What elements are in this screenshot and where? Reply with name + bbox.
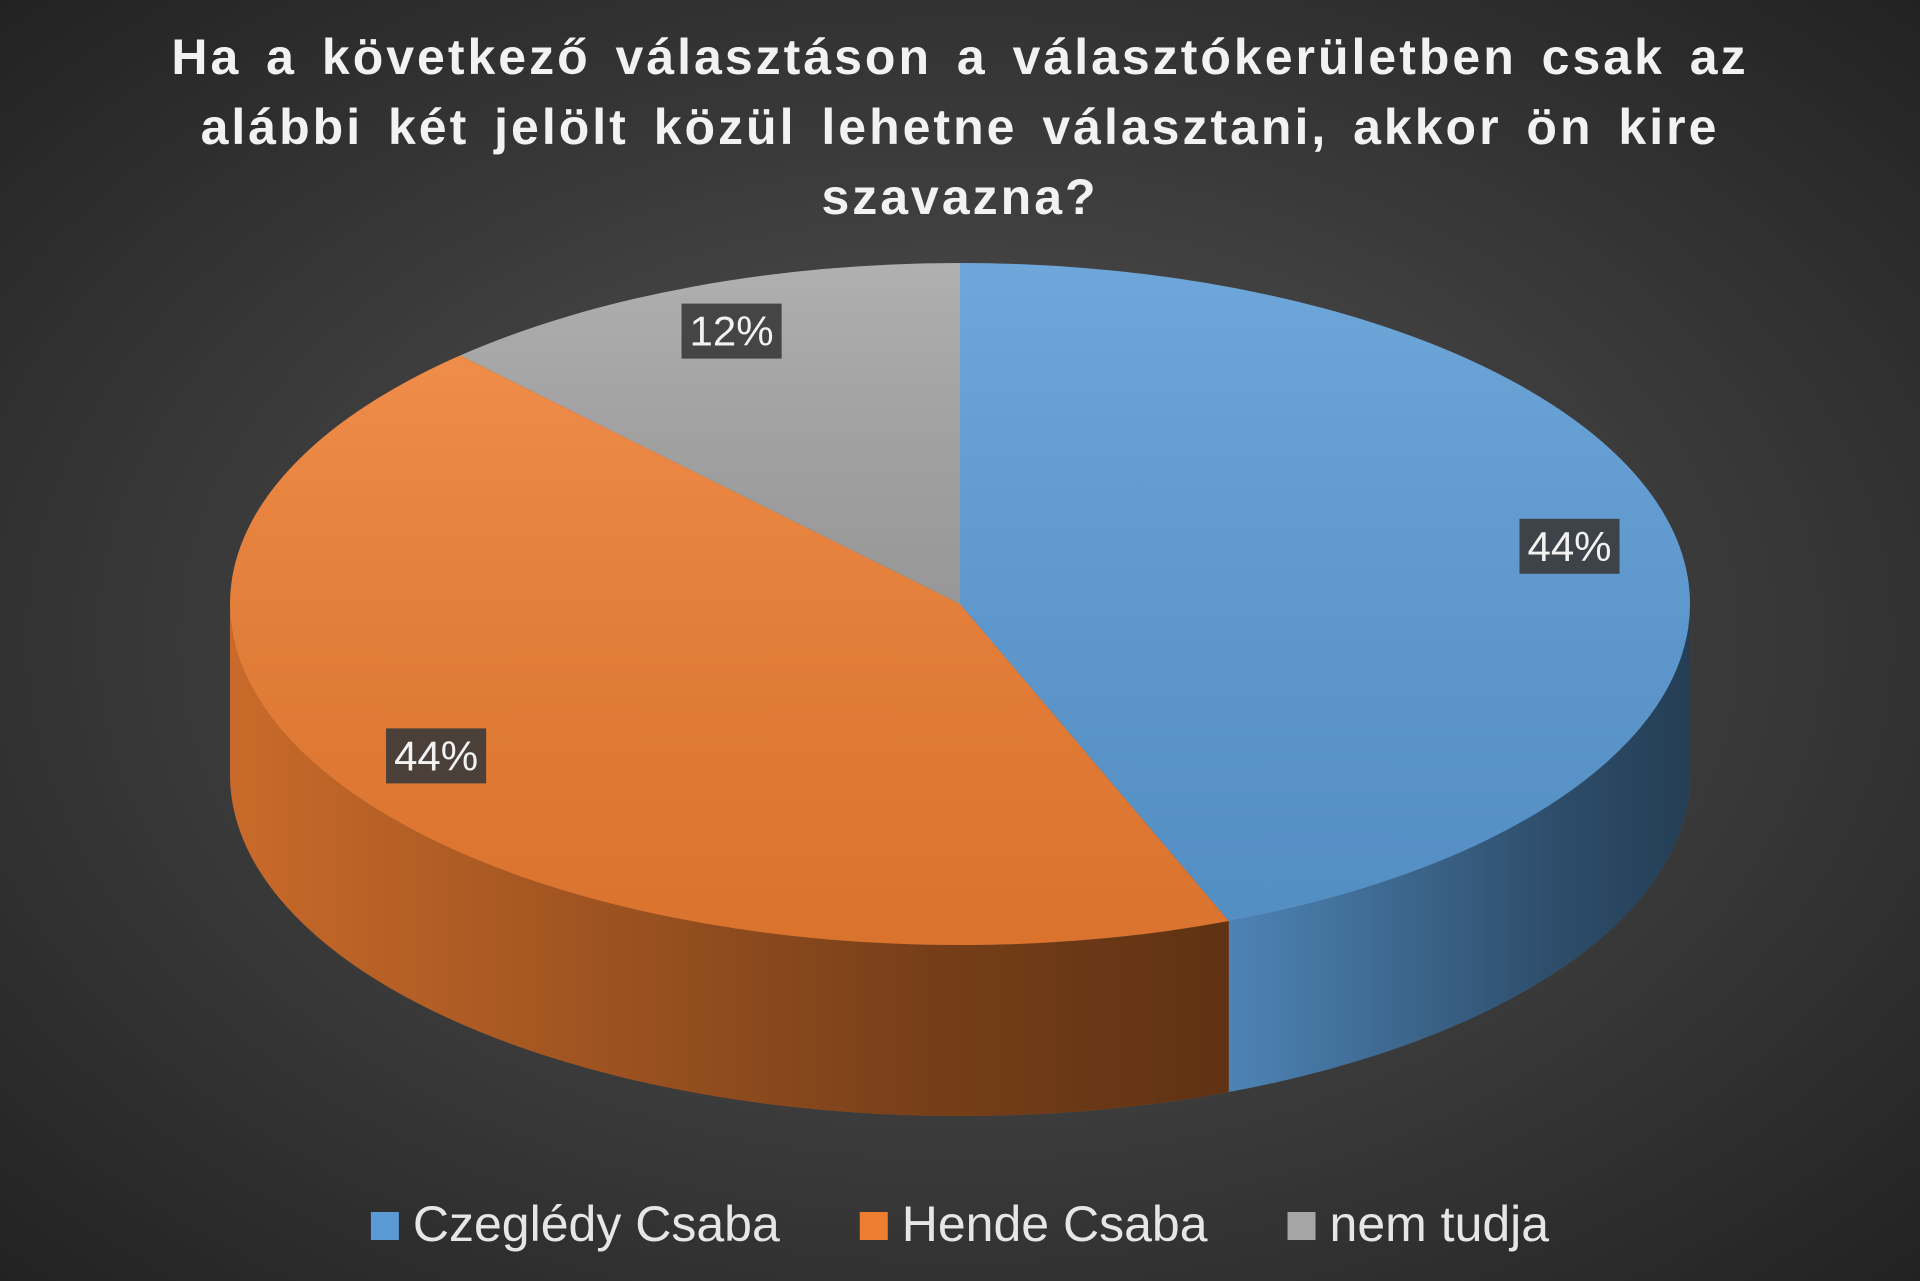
data-label: 12% bbox=[681, 303, 782, 359]
slice-gloss bbox=[960, 263, 1690, 922]
slice-side-shade bbox=[230, 604, 1229, 1117]
legend-label: nem tudja bbox=[1330, 1196, 1550, 1252]
legend-swatch bbox=[370, 1212, 399, 1240]
data-label-text: 44% bbox=[394, 732, 478, 779]
slice-gloss bbox=[460, 263, 960, 604]
slice-side-shade bbox=[1228, 604, 1690, 1093]
legend-label: Czeglédy Csaba bbox=[413, 1196, 780, 1252]
data-label: 44% bbox=[386, 728, 487, 784]
data-label-box bbox=[681, 303, 782, 359]
legend-label: Hende Csaba bbox=[902, 1196, 1208, 1252]
data-label-box bbox=[1519, 518, 1620, 574]
data-label: 44% bbox=[1519, 518, 1620, 574]
slice-gloss bbox=[230, 355, 1229, 945]
data-label-text: 44% bbox=[1527, 523, 1611, 570]
legend-swatch bbox=[859, 1212, 888, 1240]
chart-title: Ha a következő választáson a választóker… bbox=[171, 29, 1749, 225]
data-label-text: 12% bbox=[690, 308, 774, 355]
data-label-box bbox=[386, 728, 487, 784]
legend-swatch bbox=[1287, 1212, 1316, 1240]
